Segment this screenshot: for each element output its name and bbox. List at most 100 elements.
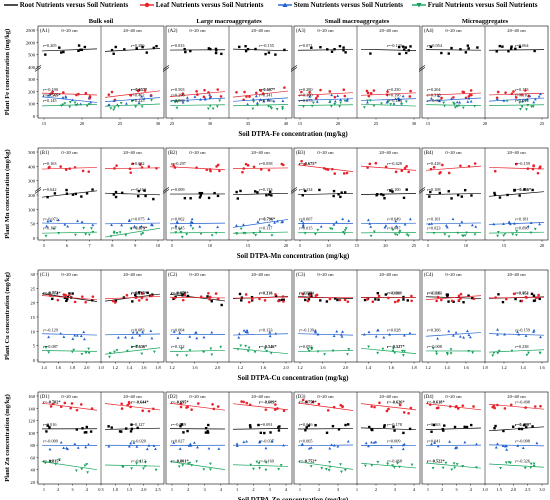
regression-line	[104, 333, 161, 336]
data-point	[216, 194, 220, 198]
data-point	[110, 48, 114, 52]
data-point	[429, 190, 432, 194]
data-point	[202, 350, 206, 354]
data-point	[87, 347, 91, 351]
series-group: r=-0.039	[169, 422, 226, 434]
data-point	[127, 402, 131, 405]
r-value-label: r=0.007	[299, 216, 313, 221]
data-point	[199, 232, 203, 236]
data-point	[274, 295, 278, 298]
data-point	[340, 470, 343, 474]
regression-line	[297, 350, 354, 352]
r-value-label: r=-0.054	[427, 43, 443, 48]
data-point	[188, 461, 192, 465]
data-point	[121, 191, 124, 195]
axis-break	[290, 187, 298, 192]
data-point	[125, 293, 129, 297]
r-value-label: r=0.796*	[259, 216, 275, 221]
data-point	[501, 45, 504, 48]
axis-break	[34, 67, 42, 72]
regression-line	[297, 92, 354, 96]
column-header: Large macroaggregates	[196, 18, 262, 25]
data-point	[73, 333, 77, 337]
data-point	[518, 427, 521, 431]
data-point	[509, 47, 513, 50]
data-point	[180, 347, 183, 351]
series-group: r=0.045	[169, 226, 226, 239]
x-tick-label: 1.2	[238, 365, 244, 370]
r-value-label: r=0.004	[387, 291, 401, 296]
data-point	[402, 45, 405, 48]
data-point	[300, 90, 303, 94]
data-point	[248, 424, 252, 427]
series-group: r=0.402	[104, 93, 161, 107]
data-point	[264, 461, 268, 464]
data-point	[272, 99, 276, 103]
data-point	[405, 165, 408, 168]
regression-line	[169, 402, 226, 411]
data-point	[493, 193, 497, 197]
data-point	[179, 405, 183, 409]
data-point	[327, 469, 331, 472]
data-point	[503, 232, 507, 236]
data-point	[256, 191, 259, 194]
r-value-label: r=0.108	[427, 187, 441, 192]
data-point	[220, 52, 223, 56]
data-point	[189, 442, 192, 446]
data-point	[496, 403, 499, 407]
data-point	[175, 220, 179, 223]
data-point	[432, 166, 436, 169]
data-point	[44, 53, 47, 56]
x-tick-label: 15	[502, 243, 507, 248]
data-point	[215, 105, 219, 109]
data-point	[310, 295, 313, 298]
panel-id: (A1)	[40, 29, 50, 34]
data-point	[259, 168, 263, 171]
data-point	[389, 103, 393, 106]
r-value-label: r=0.127	[131, 422, 145, 427]
regression-line	[360, 103, 417, 107]
data-point	[306, 347, 310, 351]
chart-row-D: Plant Zn concentration (mg/kg)Soil DTPA-…	[4, 391, 549, 500]
y-tick-label: 100	[28, 431, 36, 436]
data-point	[256, 220, 260, 223]
data-point	[108, 351, 112, 355]
r-value-label: r=0.027	[171, 438, 185, 443]
data-point	[83, 45, 87, 49]
data-point	[431, 467, 435, 470]
series-group: r=0.046	[297, 422, 354, 434]
series-group: r=-0.159	[488, 161, 545, 175]
series-group: r=-0.164	[104, 187, 161, 201]
y-tick-label: 160	[28, 394, 36, 399]
data-point	[533, 405, 537, 408]
data-point	[376, 351, 380, 355]
series-group: r=0.205	[41, 43, 98, 56]
series-group: r=0.318	[425, 93, 482, 104]
data-point	[214, 231, 218, 235]
data-point	[268, 331, 272, 334]
x-tick-label: 30	[156, 121, 161, 126]
data-point	[136, 426, 139, 430]
r-value-label: r=0.466*	[515, 187, 531, 192]
data-point	[347, 219, 351, 222]
x-tick-label: 2.0	[84, 365, 90, 370]
data-point	[467, 349, 471, 353]
data-point	[242, 400, 245, 404]
r-value-label: r=0.204	[427, 87, 441, 92]
data-point	[454, 331, 458, 334]
regression-line	[297, 444, 354, 447]
data-point	[149, 329, 153, 332]
data-point	[440, 298, 443, 302]
data-point	[70, 402, 74, 405]
x-tick-label: 0.5	[98, 487, 104, 492]
data-point	[114, 190, 118, 194]
data-point	[336, 444, 340, 448]
depth-label: 0~20 cm	[189, 28, 206, 33]
regression-line	[41, 104, 98, 107]
depth-label: 0~20 cm	[61, 28, 78, 33]
data-point	[520, 93, 524, 96]
data-point	[206, 107, 210, 111]
data-point	[405, 188, 408, 191]
data-point	[342, 49, 345, 52]
data-point	[142, 97, 146, 100]
